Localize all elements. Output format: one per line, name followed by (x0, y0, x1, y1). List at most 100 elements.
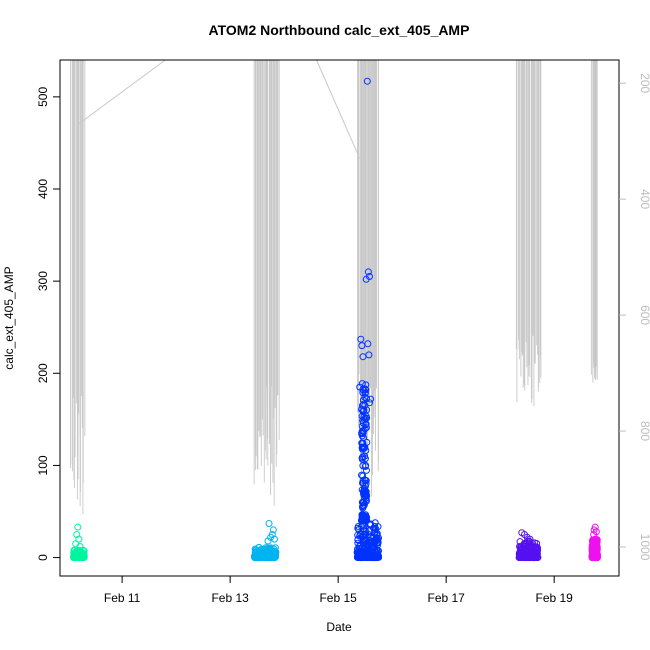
data-point (367, 553, 375, 561)
x-tick-label: Feb 15 (319, 591, 357, 605)
data-point (354, 522, 362, 530)
y-tick-label: 100 (36, 455, 50, 475)
data-point (353, 552, 361, 560)
x-axis: Feb 11 Feb 13 Feb 15 Feb 17 Feb 19 (104, 575, 574, 605)
data-point (359, 472, 367, 480)
data-point (375, 534, 383, 542)
data-point (358, 454, 366, 462)
data-point (362, 446, 370, 454)
data-point (364, 340, 372, 348)
data-point (363, 513, 371, 521)
data-point (530, 554, 538, 562)
data-point (360, 517, 368, 525)
data-point (358, 405, 366, 413)
data-point (358, 517, 366, 525)
x-tick-label: Feb 13 (211, 591, 249, 605)
y2-tick-label: 1000 (638, 534, 650, 561)
data-point (362, 466, 370, 474)
data-point (76, 543, 84, 551)
data-point (361, 537, 369, 545)
y-tick-label: 400 (36, 179, 50, 199)
x-tick-label: Feb 11 (104, 591, 141, 605)
data-point (362, 497, 370, 505)
data-point (357, 335, 365, 343)
data-point (516, 553, 524, 561)
data-point (360, 526, 368, 534)
data-point (358, 380, 366, 388)
data-point (264, 553, 272, 561)
data-point (588, 546, 596, 554)
data-point (593, 554, 601, 562)
data-point (359, 487, 367, 495)
data-point (358, 445, 366, 453)
data-point (368, 543, 376, 551)
data-point (72, 553, 80, 561)
y-tick-label: 300 (36, 271, 50, 291)
data-point (268, 552, 276, 560)
x-axis-label: Date (326, 620, 352, 634)
data-point (362, 275, 370, 283)
data-point (590, 526, 598, 534)
data-point (362, 424, 370, 432)
depth-connector (316, 59, 361, 159)
data-point (364, 268, 372, 276)
depth-layer (70, 59, 598, 515)
data-point (527, 553, 535, 561)
y-tick-label: 200 (36, 363, 50, 383)
data-point (358, 471, 366, 479)
data-point (363, 414, 371, 422)
data-point (265, 554, 273, 562)
data-point (358, 422, 366, 430)
points-layer (70, 77, 601, 562)
data-point (359, 353, 367, 361)
data-point (251, 552, 259, 560)
data-point (363, 395, 371, 403)
data-point (355, 545, 363, 553)
data-point (270, 535, 278, 543)
y-tick-label: 500 (36, 87, 50, 107)
chart-title: ATOM2 Northbound calc_ext_405_AMP (209, 22, 470, 38)
data-point (75, 535, 83, 543)
x-tick-label: Feb 19 (536, 591, 574, 605)
data-point (592, 550, 600, 558)
data-point (269, 526, 277, 534)
data-point (368, 540, 376, 548)
data-point (367, 521, 375, 529)
y-tick-label: 0 (36, 554, 50, 561)
data-point (526, 535, 534, 543)
data-point (520, 540, 528, 548)
data-point (255, 553, 263, 561)
y2-tick-label: 400 (638, 189, 650, 209)
data-point (358, 513, 366, 521)
data-point (590, 531, 598, 539)
data-point (359, 453, 367, 461)
x-tick-label: Feb 17 (427, 591, 465, 605)
y2-tick-label: 200 (638, 73, 650, 93)
data-point (358, 503, 366, 511)
data-point (361, 530, 369, 538)
y-axis-label: calc_ext_405_AMP (2, 266, 16, 369)
data-point (70, 553, 78, 561)
depth-connector (78, 59, 166, 125)
data-point (265, 519, 273, 527)
data-point (363, 77, 371, 85)
data-point (264, 537, 272, 545)
data-point (74, 523, 82, 531)
data-point (361, 393, 369, 401)
data-point (359, 502, 367, 510)
data-point (255, 543, 263, 551)
data-point (374, 552, 382, 560)
y-axis: 0 100 200 300 400 500 (36, 87, 60, 561)
data-point (356, 541, 364, 549)
data-point (358, 486, 366, 494)
data-point (259, 545, 267, 553)
data-point (358, 429, 366, 437)
data-point (359, 536, 367, 544)
data-point (375, 547, 383, 555)
data-point (355, 549, 363, 557)
data-point (371, 526, 379, 534)
data-point (522, 548, 530, 556)
y2-tick-label: 600 (638, 305, 650, 325)
y2-tick-label: 800 (638, 421, 650, 441)
